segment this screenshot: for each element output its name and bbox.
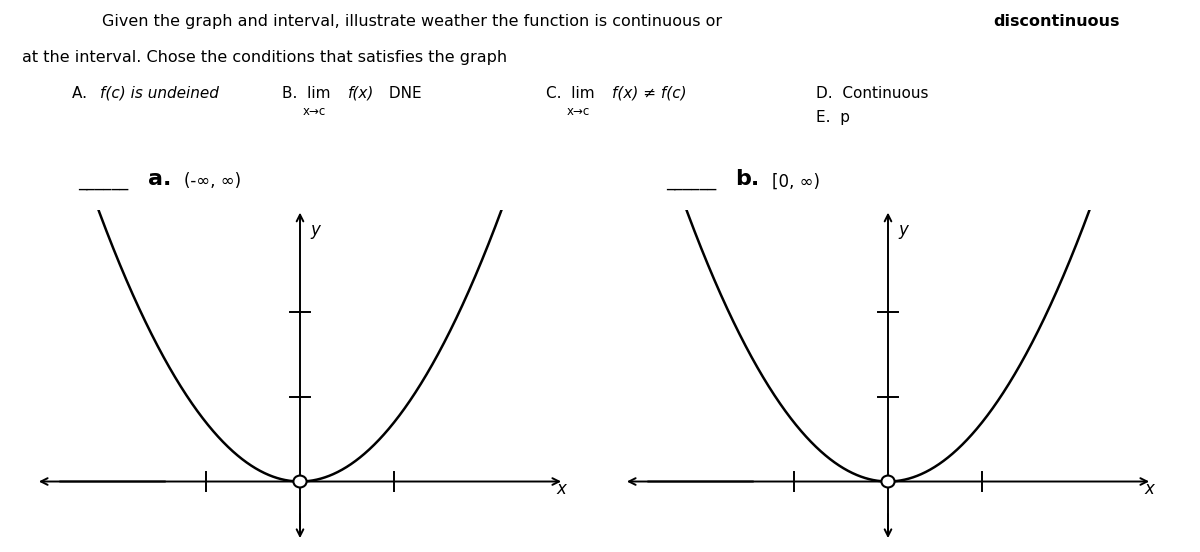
Text: x: x [556,480,566,498]
Text: f(c) is undeined: f(c) is undeined [100,86,218,100]
Text: A.: A. [72,86,97,100]
Text: discontinuous: discontinuous [994,14,1120,29]
Text: x: x [1144,480,1154,498]
Text: b.: b. [736,169,760,189]
Text: B.  lim: B. lim [282,86,330,100]
Text: ______: ______ [78,172,128,190]
Text: f(x): f(x) [348,86,374,100]
Text: f(x) ≠ f(c): f(x) ≠ f(c) [612,86,686,100]
Text: D.  Continuous: D. Continuous [816,86,929,100]
Text: y: y [311,221,320,238]
Text: y: y [899,221,908,238]
Text: (-∞, ∞): (-∞, ∞) [184,172,241,190]
Circle shape [293,476,307,487]
Text: DNE: DNE [384,86,421,100]
Text: x→c: x→c [566,105,589,118]
Text: at the interval. Chose the conditions that satisfies the graph: at the interval. Chose the conditions th… [22,50,506,65]
Circle shape [881,476,895,487]
Text: x→c: x→c [302,105,325,118]
Text: a.: a. [148,169,170,189]
Text: C.  lim: C. lim [546,86,595,100]
Text: ______: ______ [666,172,716,190]
Text: Given the graph and interval, illustrate weather the function is continuous or: Given the graph and interval, illustrate… [102,14,727,29]
Text: [0, ∞): [0, ∞) [772,172,820,190]
Text: E.  p: E. p [816,110,850,125]
